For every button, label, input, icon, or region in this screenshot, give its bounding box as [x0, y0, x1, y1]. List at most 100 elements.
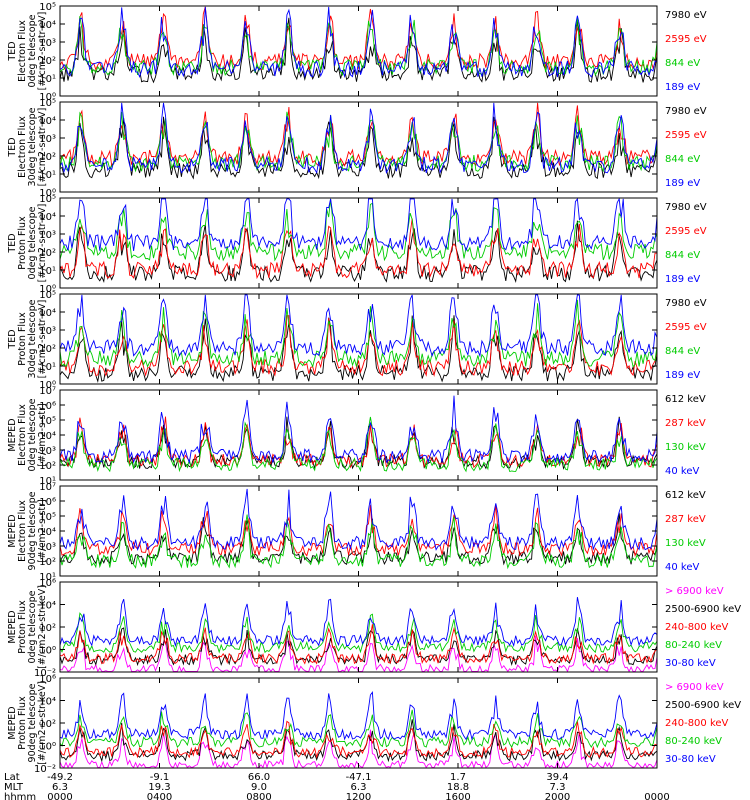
y-tick-label: 10⁶	[39, 674, 56, 685]
x-tick-hhmm: 1600	[445, 792, 470, 800]
legend-entry: 7980 eV	[665, 298, 707, 309]
y-axis-label: TED	[7, 137, 18, 157]
series-line-1	[59, 116, 658, 180]
y-tick-label: 10⁷	[39, 386, 56, 397]
y-tick-label: 10⁴	[39, 697, 56, 708]
y-axis-label: TED	[7, 329, 18, 349]
legend-entry: 612 keV	[665, 490, 706, 501]
legend-entry: 30-80 keV	[665, 658, 716, 669]
y-axis-label: Electron Flux	[17, 20, 28, 82]
series-line-3	[59, 111, 658, 173]
x-tick-lat: 1.7	[450, 772, 466, 783]
y-axis-label: MEPED	[7, 514, 18, 547]
panel-2: 10⁰ 10¹ 10² 10³ 10⁴ 10⁵ TED Electron Flux 30deg …	[7, 98, 707, 199]
legend-entry: 189 eV	[665, 274, 700, 285]
series-line-4	[59, 612, 658, 654]
y-axis-label: [#/cm2-s-str]	[37, 499, 48, 562]
y-axis-label: [#/cm2-s-str-eV]	[37, 108, 48, 187]
legend-entry: 240-800 keV	[665, 622, 729, 633]
panel-3: 10⁰ 10¹ 10² 10³ 10⁴ 10⁵ TED Proton Flux 0deg tel…	[7, 194, 707, 295]
legend-entry: 40 keV	[665, 466, 699, 477]
legend-entry: 2595 eV	[665, 322, 707, 333]
series-line-2	[59, 102, 658, 167]
y-tick-label: 10⁵	[39, 416, 56, 427]
series-line-4	[59, 395, 658, 465]
legend-entry: 287 keV	[665, 418, 706, 429]
y-axis-label: Electron Flux	[17, 500, 28, 562]
y-tick-label: 10⁻²	[34, 668, 56, 679]
legend-entry: 240-800 keV	[665, 718, 729, 729]
y-tick-label: 10²	[39, 344, 56, 355]
y-tick-label: 10⁶	[39, 401, 56, 412]
y-tick-label: 10¹	[39, 476, 56, 487]
y-tick-label: 10¹	[39, 74, 56, 85]
x-tick-hhmm: 0000	[47, 792, 72, 800]
series-line-3	[59, 514, 658, 570]
y-axis-label: Proton Flux	[17, 312, 28, 366]
y-axis-label: 30deg telescope	[27, 107, 38, 186]
x-tick-lat: 66.0	[248, 772, 270, 783]
y-axis-label: [#/cm2-s-str-eV]	[37, 12, 48, 91]
legend-entry: > 6900 keV	[665, 586, 724, 597]
legend-entry: 130 keV	[665, 538, 706, 549]
y-axis-label: [#/cm2-s-str-keV]	[37, 681, 48, 765]
legend-entry: 612 keV	[665, 394, 706, 405]
y-axis-label: 90deg telescope	[27, 683, 38, 762]
x-tick-mlt: 18.8	[447, 782, 469, 793]
y-tick-label: 10⁰	[39, 284, 56, 295]
y-tick-label: 10²	[39, 623, 56, 634]
y-tick-label: 10⁴	[39, 116, 56, 127]
y-axis-label: [#/cm2-s-str-eV]	[37, 300, 48, 379]
x-tick-hhmm: 0400	[147, 792, 172, 800]
series-line-2	[59, 719, 658, 763]
x-tick-lat: -9.1	[150, 772, 170, 783]
y-tick-label: 10⁴	[39, 20, 56, 31]
y-axis-label: MEPED	[7, 706, 18, 739]
x-row-label: Lat	[4, 772, 20, 783]
y-axis-label: [#/cm2-s-str-eV]	[37, 204, 48, 283]
x-tick-lat: 39.4	[546, 772, 568, 783]
y-axis-label: 0deg telescope	[27, 206, 38, 279]
legend-entry: 40 keV	[665, 562, 699, 573]
y-tick-label: 10⁰	[39, 188, 56, 199]
legend-entry: 2500-6900 keV	[665, 604, 741, 615]
series-line-3	[59, 720, 658, 759]
y-tick-label: 10⁴	[39, 212, 56, 223]
series-line-3	[59, 198, 658, 262]
y-tick-label: 10³	[39, 446, 56, 457]
y-tick-label: 10²	[39, 461, 56, 472]
legend-entry: 30-80 keV	[665, 754, 716, 765]
x-tick-hhmm: 1200	[346, 792, 371, 800]
legend-entry: 844 eV	[665, 346, 700, 357]
series-line-1	[59, 17, 658, 84]
y-axis-label: 0deg telescope	[27, 590, 38, 663]
y-tick-label: 10¹	[39, 362, 56, 373]
y-tick-label: 10²	[39, 248, 56, 259]
series-line-3	[59, 624, 658, 665]
panel-4: 10⁰ 10¹ 10² 10³ 10⁴ 10⁵ TED Proton Flux 30deg te…	[7, 290, 707, 391]
x-row-label: MLT	[4, 782, 24, 793]
legend-entry: 287 keV	[665, 514, 706, 525]
series-line-5	[59, 691, 658, 741]
y-tick-label: 10⁵	[39, 194, 56, 205]
legend-entry: 80-240 keV	[665, 736, 722, 747]
x-axis-labels: LatMLThhmm2021-49.26.30000Aug 02-9.119.3…	[4, 772, 670, 800]
series-line-2	[59, 315, 658, 377]
panel-frame	[59, 485, 658, 577]
y-axis-label: Electron Flux	[17, 116, 28, 178]
y-axis-label: Electron Flux	[17, 404, 28, 466]
y-tick-label: 10³	[39, 230, 56, 241]
x-tick-mlt: 7.3	[550, 782, 566, 793]
legend-entry: 7980 eV	[665, 10, 707, 21]
legend-entry: 2595 eV	[665, 226, 707, 237]
x-tick-mlt: 6.3	[351, 782, 367, 793]
x-tick-hhmm: 0000	[644, 792, 669, 800]
y-tick-label: 10²	[39, 557, 56, 568]
panel-frame	[59, 581, 658, 673]
y-tick-label: 10²	[39, 719, 56, 730]
panel-8: 10⁻² 10⁰ 10² 10⁴ 10⁶ MEPED Proton Flux 90deg te…	[7, 674, 741, 775]
series-line-4	[59, 102, 658, 175]
panel-frame	[59, 677, 658, 769]
series-line-3	[59, 299, 658, 368]
legend-entry: > 6900 keV	[665, 682, 724, 693]
